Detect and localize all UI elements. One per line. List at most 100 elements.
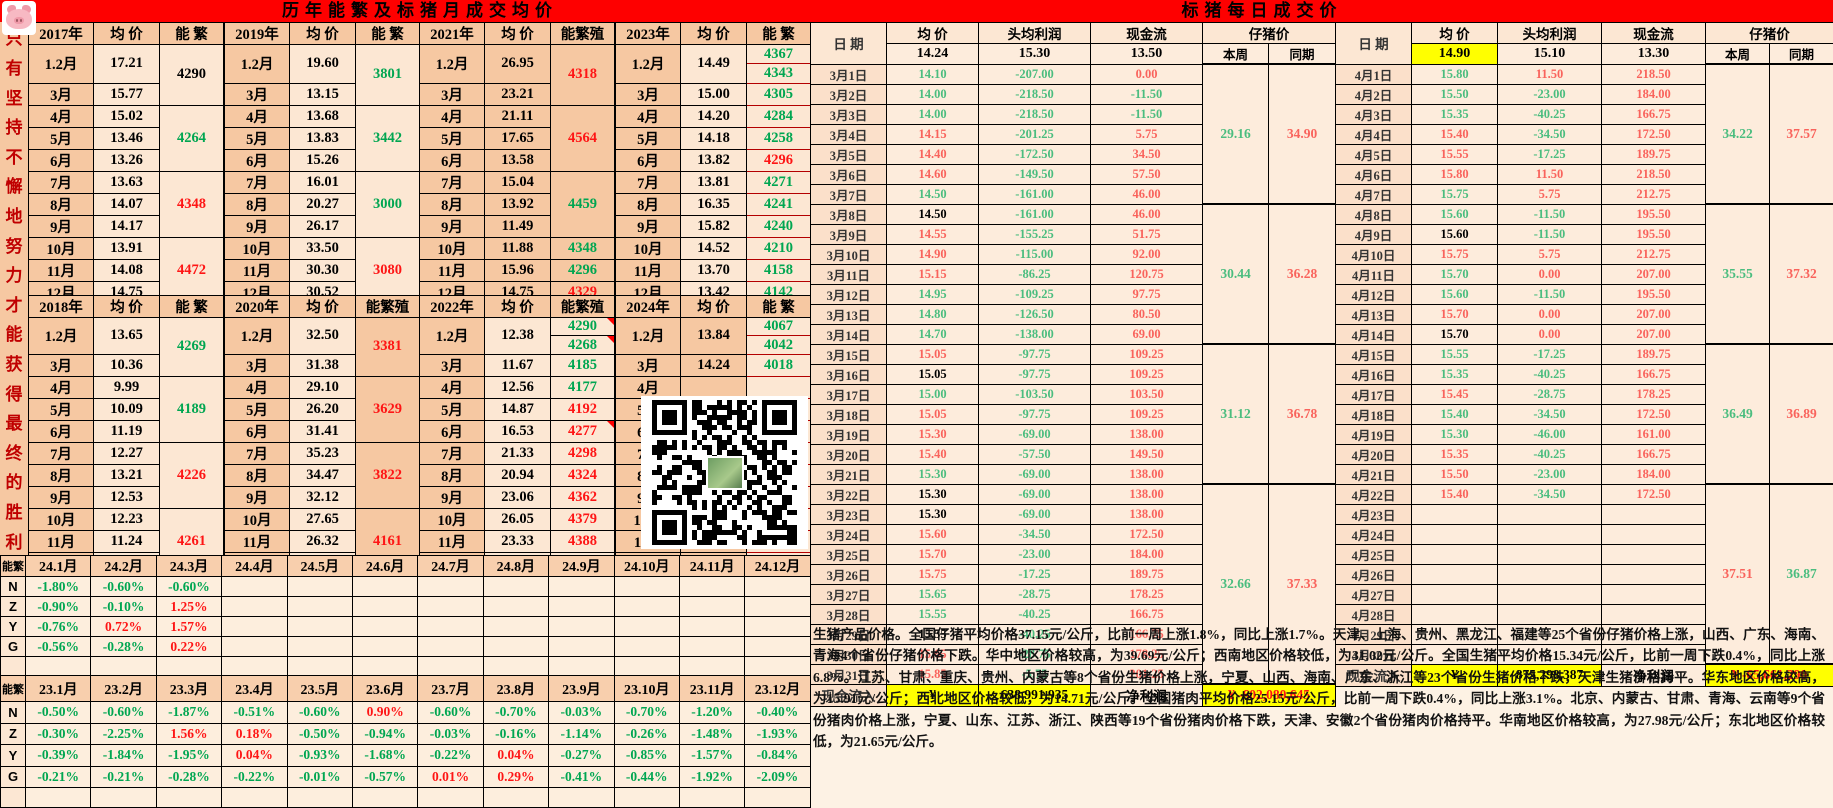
profit-header[interactable]: 头均利润 [1498, 23, 1602, 44]
month-label-cell[interactable]: 5月 [420, 127, 485, 149]
price-cell[interactable]: 14.70 [887, 324, 979, 344]
month-label-cell[interactable]: 7月 [225, 171, 290, 193]
pct-cell[interactable]: -0.60% [156, 577, 221, 597]
price-cell[interactable]: 15.77 [94, 83, 160, 105]
month-label-cell[interactable]: 1.2月 [420, 318, 485, 355]
pct-month-header[interactable]: 23.8月 [483, 676, 548, 702]
month-label-cell[interactable]: 5月 [29, 398, 94, 420]
price-cell[interactable]: 15.82 [681, 215, 747, 237]
pct-cell[interactable]: -1.92% [679, 766, 744, 788]
month-label-cell[interactable]: 10月 [225, 237, 290, 259]
cashflow-cell[interactable] [1602, 504, 1706, 524]
pct-month-header[interactable]: 24.6月 [352, 556, 417, 577]
date-cell[interactable]: 4月22日 [1336, 484, 1412, 504]
cashflow-cell[interactable]: 138.00 [1091, 504, 1203, 524]
date-cell[interactable]: 3月12日 [811, 284, 887, 304]
nengfan-cell[interactable]: 4348 [160, 171, 224, 237]
month-label-cell[interactable]: 9月 [420, 215, 485, 237]
summary-profit[interactable]: 15.10 [1498, 44, 1602, 65]
price-cell[interactable]: 15.35 [1412, 364, 1498, 384]
price-header[interactable]: 均 价 [681, 23, 747, 45]
month-label-cell[interactable]: 10月 [616, 237, 681, 259]
pct-corner-label[interactable]: 能繁 [1, 676, 26, 702]
month-label-cell[interactable]: 9月 [616, 215, 681, 237]
price-header[interactable]: 均 价 [94, 296, 160, 318]
month-label-cell[interactable]: 7月 [29, 171, 94, 193]
year-header[interactable]: 2022年 [420, 296, 485, 318]
piglet-week-cell[interactable]: 34.22 [1706, 64, 1770, 204]
date-cell[interactable]: 3月14日 [811, 324, 887, 344]
pct-cell[interactable]: -1.48% [679, 723, 744, 745]
pct-cell[interactable]: -0.44% [614, 766, 679, 788]
profit-cell[interactable]: -28.75 [1498, 384, 1602, 404]
price-cell[interactable]: 32.12 [290, 486, 356, 508]
cashflow-cell[interactable]: 189.75 [1602, 144, 1706, 164]
pct-cell[interactable]: -0.84% [745, 745, 810, 767]
date-cell[interactable]: 4月5日 [1336, 144, 1412, 164]
date-cell[interactable]: 3月10日 [811, 244, 887, 264]
pct-cell[interactable] [549, 617, 614, 637]
price-cell[interactable]: 14.87 [485, 398, 551, 420]
pct-cell[interactable] [418, 657, 483, 677]
nengfan-header[interactable]: 能繁殖 [356, 296, 420, 318]
month-label-cell[interactable]: 3月 [29, 83, 94, 105]
profit-cell[interactable]: -69.00 [979, 504, 1091, 524]
price-cell[interactable]: 15.80 [1412, 164, 1498, 184]
price-cell[interactable]: 15.60 [1412, 284, 1498, 304]
date-cell[interactable]: 4月1日 [1336, 64, 1412, 84]
month-label-cell[interactable]: 6月 [225, 149, 290, 171]
piglet-price-header[interactable]: 仔猪价 [1706, 23, 1833, 44]
pct-cell[interactable] [614, 577, 679, 597]
price-cell[interactable]: 15.04 [485, 171, 551, 193]
price-cell[interactable]: 15.30 [887, 464, 979, 484]
pct-cell[interactable]: 0.22% [156, 637, 221, 657]
price-cell[interactable]: 15.50 [1412, 464, 1498, 484]
pct-cell[interactable] [614, 597, 679, 617]
price-cell[interactable]: 14.55 [887, 224, 979, 244]
pct-month-header[interactable]: 24.5月 [287, 556, 352, 577]
price-cell[interactable]: 15.75 [1412, 244, 1498, 264]
pct-cell[interactable]: -0.70% [483, 702, 548, 724]
pct-month-header[interactable]: 24.8月 [483, 556, 548, 577]
pct-month-header[interactable]: 23.5月 [287, 676, 352, 702]
cashflow-cell[interactable]: 207.00 [1602, 264, 1706, 284]
pct-cell[interactable]: -0.51% [222, 702, 287, 724]
pct-cell[interactable]: -1.93% [745, 723, 810, 745]
month-label-cell[interactable]: 3月 [420, 354, 485, 376]
date-cell[interactable]: 4月28日 [1336, 604, 1412, 624]
date-cell[interactable]: 3月5日 [811, 144, 887, 164]
price-cell[interactable]: 15.40 [1412, 484, 1498, 504]
date-cell[interactable]: 3月15日 [811, 344, 887, 364]
pct-cell[interactable] [91, 657, 156, 677]
profit-cell[interactable]: -34.50 [1498, 404, 1602, 424]
pct-cell[interactable] [418, 788, 483, 808]
profit-cell[interactable] [1498, 504, 1602, 524]
pct-cell[interactable] [287, 617, 352, 637]
pct-cell[interactable]: -0.30% [26, 723, 91, 745]
pct-cell[interactable]: 0.29% [483, 766, 548, 788]
date-cell[interactable]: 4月26日 [1336, 564, 1412, 584]
pct-cell[interactable]: -0.10% [91, 597, 156, 617]
price-cell[interactable]: 16.01 [290, 171, 356, 193]
price-cell[interactable]: 14.40 [887, 144, 979, 164]
cashflow-cell[interactable]: 109.25 [1091, 364, 1203, 384]
month-label-cell[interactable]: 8月 [225, 464, 290, 486]
pct-cell[interactable]: -1.80% [26, 577, 91, 597]
pct-month-header[interactable]: 24.4月 [222, 556, 287, 577]
nengfan-cell[interactable]: 4290 [160, 45, 224, 106]
cashflow-cell[interactable]: 138.00 [1091, 464, 1203, 484]
cashflow-cell[interactable]: 178.25 [1602, 384, 1706, 404]
profit-cell[interactable]: 5.75 [1498, 244, 1602, 264]
cashflow-cell[interactable]: 172.50 [1602, 124, 1706, 144]
pct-cell[interactable] [418, 617, 483, 637]
date-cell[interactable]: 3月2日 [811, 84, 887, 104]
nengfan-cell[interactable]: 4296 [551, 259, 615, 281]
price-cell[interactable]: 35.23 [290, 442, 356, 464]
month-label-cell[interactable]: 4月 [616, 376, 681, 398]
pct-cell[interactable]: -0.22% [418, 745, 483, 767]
price-cell[interactable]: 13.83 [290, 127, 356, 149]
pct-cell[interactable]: 1.25% [156, 597, 221, 617]
pct-cell[interactable]: -0.40% [745, 702, 810, 724]
cashflow-cell[interactable]: 69.00 [1091, 324, 1203, 344]
month-label-cell[interactable]: 11月 [420, 530, 485, 552]
